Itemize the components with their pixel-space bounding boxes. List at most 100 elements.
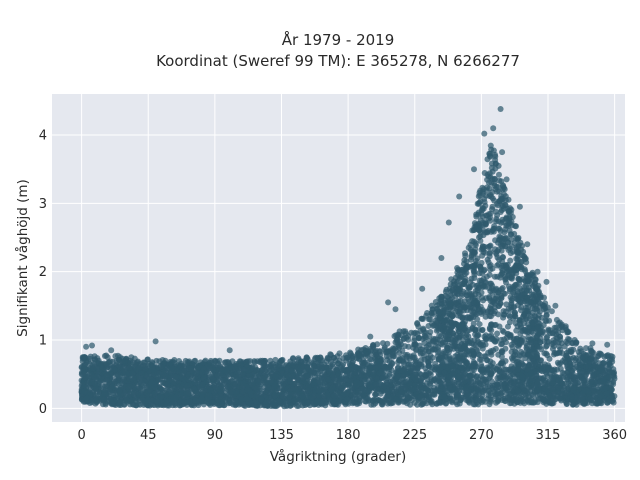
data-point — [548, 341, 555, 348]
data-point — [178, 374, 185, 381]
data-point — [590, 372, 597, 378]
data-point — [400, 336, 407, 343]
data-point — [572, 378, 579, 384]
data-point — [141, 359, 148, 366]
data-point — [543, 342, 550, 349]
data-point — [583, 345, 589, 352]
data-point — [117, 399, 124, 406]
data-point — [188, 365, 195, 372]
data-point — [400, 328, 407, 335]
data-point — [587, 347, 594, 354]
data-point — [107, 358, 114, 365]
data-point — [91, 356, 98, 363]
data-point — [346, 356, 352, 363]
data-point — [184, 390, 191, 397]
data-point — [251, 359, 258, 366]
data-point — [176, 358, 182, 364]
data-point — [341, 382, 348, 389]
data-point — [355, 352, 362, 359]
data-point — [100, 395, 107, 402]
data-point — [203, 378, 210, 385]
data-point — [227, 371, 234, 378]
data-point — [425, 348, 432, 355]
data-point — [151, 390, 158, 397]
data-point — [347, 377, 354, 384]
data-point — [131, 363, 138, 370]
data-point — [121, 364, 128, 371]
data-point — [243, 358, 250, 365]
data-point — [220, 377, 227, 384]
data-point — [327, 351, 334, 358]
data-point — [295, 356, 302, 363]
data-point — [596, 350, 603, 357]
data-point — [541, 350, 548, 357]
data-point — [218, 383, 225, 390]
data-point — [611, 373, 618, 380]
data-point — [412, 340, 419, 347]
data-point — [607, 353, 614, 359]
data-point — [395, 331, 402, 338]
data-point — [430, 338, 437, 345]
data-point — [404, 394, 411, 401]
data-point — [414, 321, 421, 327]
data-point — [316, 363, 323, 370]
data-point — [287, 402, 294, 409]
data-point — [578, 348, 585, 355]
data-point — [377, 390, 384, 397]
data-point — [605, 374, 612, 381]
data-point — [101, 353, 108, 359]
data-point — [164, 365, 170, 372]
data-point — [369, 369, 376, 376]
data-point — [326, 355, 333, 362]
data-point — [404, 400, 410, 407]
data-point — [86, 355, 93, 362]
data-point — [425, 355, 432, 361]
data-point — [364, 351, 371, 358]
data-point — [331, 392, 338, 399]
data-point — [328, 386, 335, 393]
data-point — [304, 399, 311, 406]
data-point — [234, 374, 240, 380]
data-point — [129, 401, 136, 408]
data-point — [304, 373, 310, 380]
data-point — [359, 385, 366, 392]
data-point — [138, 383, 145, 390]
data-point — [396, 344, 403, 351]
data-point — [561, 343, 568, 350]
data-point — [556, 319, 563, 326]
data-point — [423, 312, 430, 319]
data-point — [272, 392, 279, 399]
data-point — [563, 352, 570, 359]
data-point — [81, 354, 88, 360]
data-point — [420, 325, 427, 332]
data-point — [412, 358, 419, 365]
data-point — [278, 367, 285, 374]
data-point — [372, 349, 379, 356]
data-point — [367, 356, 373, 363]
data-point — [216, 357, 223, 364]
data-point — [363, 398, 370, 405]
data-point — [401, 360, 407, 367]
data-point — [408, 368, 414, 374]
data-point — [173, 394, 179, 401]
data-point — [597, 399, 604, 406]
data-point — [543, 311, 550, 318]
data-point — [376, 348, 383, 354]
data-point — [115, 356, 122, 363]
data-point — [314, 398, 321, 405]
data-point — [384, 340, 391, 347]
data-point — [428, 399, 435, 406]
data-point — [598, 392, 605, 399]
data-point — [555, 385, 562, 391]
data-point — [447, 394, 454, 400]
data-points — [78, 106, 618, 410]
data-point — [419, 346, 426, 353]
data-point — [272, 356, 279, 363]
data-point — [279, 356, 286, 363]
data-point — [290, 355, 297, 362]
data-point — [232, 365, 239, 372]
data-point — [298, 398, 305, 405]
data-point — [390, 353, 397, 360]
data-point — [394, 339, 401, 346]
